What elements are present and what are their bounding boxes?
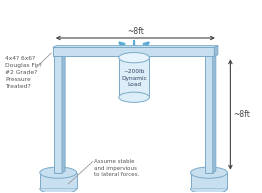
Polygon shape [54, 56, 62, 173]
Polygon shape [54, 55, 65, 56]
Text: Assume stable
and impervious
to lateral forces.: Assume stable and impervious to lateral … [94, 159, 139, 177]
Text: 4x4? 6x6?
Douglas Fir?
#2 Grade?
Pressure
Treated?: 4x4? 6x6? Douglas Fir? #2 Grade? Pressur… [5, 56, 42, 89]
Polygon shape [40, 189, 77, 193]
Text: ~200lb
Dynamic
Load: ~200lb Dynamic Load [121, 69, 147, 87]
Text: ~8ft: ~8ft [233, 110, 250, 119]
Polygon shape [62, 55, 65, 173]
Polygon shape [205, 55, 216, 56]
Ellipse shape [119, 92, 149, 102]
Polygon shape [53, 47, 214, 56]
Polygon shape [190, 189, 227, 193]
Text: ~8ft: ~8ft [127, 27, 144, 36]
Ellipse shape [190, 167, 227, 178]
Polygon shape [214, 46, 218, 56]
Polygon shape [213, 55, 216, 173]
Polygon shape [190, 173, 227, 189]
Polygon shape [119, 58, 149, 97]
Polygon shape [53, 46, 218, 47]
Polygon shape [40, 173, 77, 189]
Polygon shape [205, 56, 213, 173]
Ellipse shape [40, 167, 77, 178]
Ellipse shape [119, 52, 149, 63]
